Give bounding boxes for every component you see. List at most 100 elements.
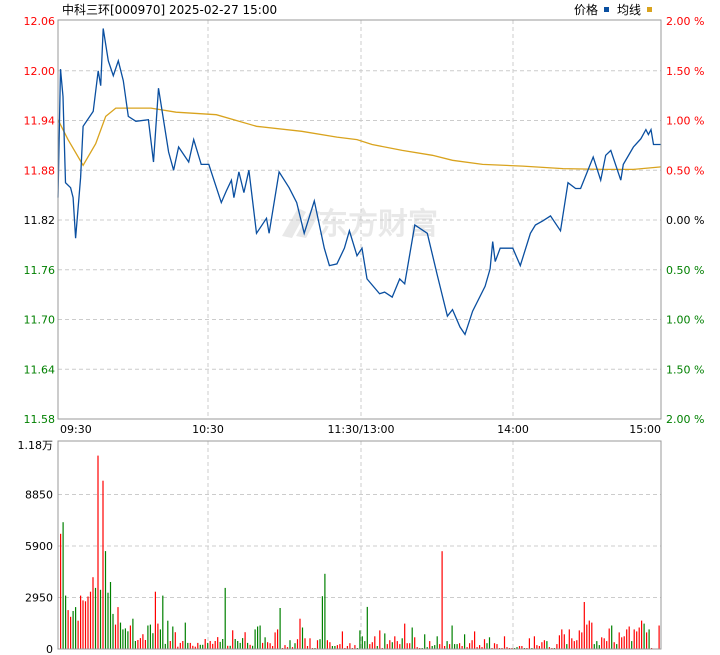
volume-bar [626,629,628,649]
volume-bar [257,626,259,649]
volume-bar [177,646,179,649]
price-axis-label: 12.00 [24,65,56,78]
volume-bar [384,633,386,649]
volume-bar [389,640,391,649]
volume-bar [194,646,196,649]
volume-bar [628,626,630,649]
volume-bar [77,620,79,649]
volume-bar [279,608,281,649]
volume-bar [249,644,251,649]
volume-axis-label: 8850 [25,489,53,502]
volume-bar [424,634,426,649]
volume-bar [214,641,216,649]
volume-bar [603,638,605,649]
volume-bar [376,646,378,649]
volume-bar [301,627,304,649]
volume-bar [571,638,573,649]
volume-bar [222,639,224,649]
volume-bar [217,637,219,649]
volume-bar [474,631,476,649]
chart-title: 中科三环[000970] 2025-02-27 15:00 [62,3,278,17]
volume-bar [309,638,311,649]
volume-bar [436,636,438,649]
volume-bar [129,625,131,649]
price-line [57,28,661,336]
volume-bar [334,646,336,649]
volume-bar [319,639,321,649]
price-axis-label: 11.94 [24,115,56,128]
percent-axis-label: 1.50 % [666,65,704,78]
volume-bar [613,642,615,649]
volume-bar [284,645,286,649]
volume-bar [237,641,239,649]
legend: 价格 均线 [574,1,660,18]
volume-bar [84,601,87,649]
volume-bar [182,641,184,649]
volume-bar [361,636,363,649]
volume-bar [608,628,610,649]
volume-bar [187,642,189,649]
volume-bar [568,629,570,649]
volume-bar [321,596,323,649]
volume-bar [636,631,638,649]
volume-bar [541,642,543,649]
volume-bar [306,646,309,649]
volume-bar [371,642,373,649]
volume-bar [294,643,296,649]
volume-bar [521,646,523,649]
volume-bar [359,630,361,649]
watermark-text: 东方财富 [318,207,438,242]
volume-bar [538,646,540,649]
volume-bar [616,644,618,649]
volume-bar [269,643,271,649]
percent-axis-label: 0.50 % [666,164,704,177]
volume-bar [414,637,416,649]
volume-bar [75,607,77,649]
time-axis-label: 09:30 [60,423,92,436]
time-axis-label: 11:30/13:00 [327,423,394,436]
volume-bar [117,607,119,649]
percent-axis-label: 2.00 % [666,413,704,426]
volume-bar [119,622,122,649]
volume-bar [67,610,69,649]
volume-bar [411,627,413,649]
volume-bar [204,639,206,649]
volume-bar [336,645,338,649]
volume-bar [159,629,161,649]
volume-bar [396,641,398,649]
volume-bar [476,647,478,649]
price-axis-label: 11.82 [24,214,56,227]
volume-bar [202,644,204,649]
price-axis-label: 11.70 [24,314,56,327]
time-axis-label: 10:30 [192,423,224,436]
volume-bar [137,640,139,649]
volume-bar [481,647,483,649]
volume-bar [556,644,558,649]
volume-bar [618,632,620,649]
volume-bar [648,629,650,649]
volume-bar [242,638,244,649]
volume-bar [127,631,129,649]
volume-bar [324,573,326,649]
volume-bar [262,642,264,649]
percent-axis-label: 0.00 % [666,214,704,227]
volume-bar [291,647,294,649]
volume-bar [104,551,107,649]
volume-bar [174,632,176,649]
volume-bar [254,629,256,649]
volume-bar [446,641,448,649]
volume-bar [623,636,625,649]
volume-bar [124,628,126,649]
volume-axis-label: 5900 [25,540,53,553]
volume-bar [209,641,211,649]
volume-bar [164,643,166,649]
volume-bar [264,637,266,649]
volume-bar [451,625,453,649]
volume-bar [207,642,209,649]
volume-bar [354,645,356,649]
volume-bar [232,630,234,649]
volume-bar [60,533,62,649]
volume-bar [239,642,241,649]
volume-bar [331,646,333,649]
